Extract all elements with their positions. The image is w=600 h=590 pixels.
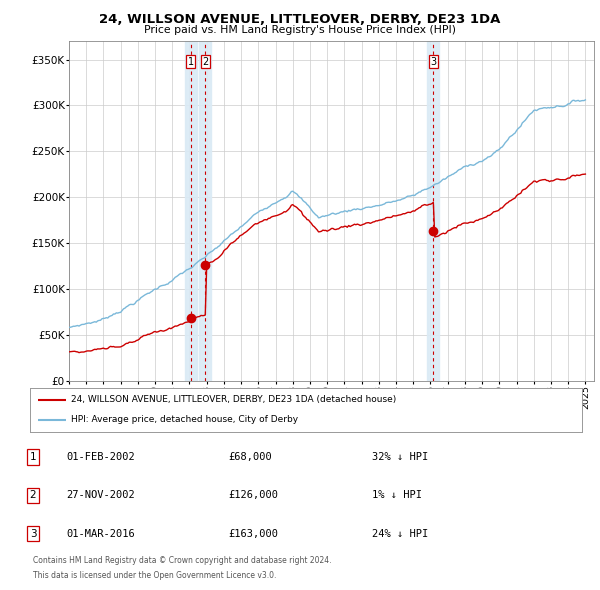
Text: 24, WILLSON AVENUE, LITTLEOVER, DERBY, DE23 1DA (detached house): 24, WILLSON AVENUE, LITTLEOVER, DERBY, D… [71,395,397,404]
Bar [427,41,439,381]
Text: HPI: Average price, detached house, City of Derby: HPI: Average price, detached house, City… [71,415,299,424]
Text: Price paid vs. HM Land Registry's House Price Index (HPI): Price paid vs. HM Land Registry's House … [144,25,456,35]
Text: 27-NOV-2002: 27-NOV-2002 [66,490,135,500]
Text: 1% ↓ HPI: 1% ↓ HPI [372,490,422,500]
Bar [185,41,197,381]
Text: 3: 3 [29,529,37,539]
Text: 2: 2 [202,57,208,67]
Text: This data is licensed under the Open Government Licence v3.0.: This data is licensed under the Open Gov… [33,571,277,579]
Text: 01-FEB-2002: 01-FEB-2002 [66,452,135,462]
Text: 2: 2 [29,490,37,500]
Bar [199,41,211,381]
Text: 3: 3 [430,57,436,67]
Text: £163,000: £163,000 [228,529,278,539]
Text: 24% ↓ HPI: 24% ↓ HPI [372,529,428,539]
Text: 24, WILLSON AVENUE, LITTLEOVER, DERBY, DE23 1DA: 24, WILLSON AVENUE, LITTLEOVER, DERBY, D… [100,13,500,26]
Text: £126,000: £126,000 [228,490,278,500]
Text: 1: 1 [29,452,37,462]
Text: £68,000: £68,000 [228,452,272,462]
Text: Contains HM Land Registry data © Crown copyright and database right 2024.: Contains HM Land Registry data © Crown c… [33,556,331,565]
Text: 32% ↓ HPI: 32% ↓ HPI [372,452,428,462]
Text: 01-MAR-2016: 01-MAR-2016 [66,529,135,539]
Text: 1: 1 [188,57,194,67]
